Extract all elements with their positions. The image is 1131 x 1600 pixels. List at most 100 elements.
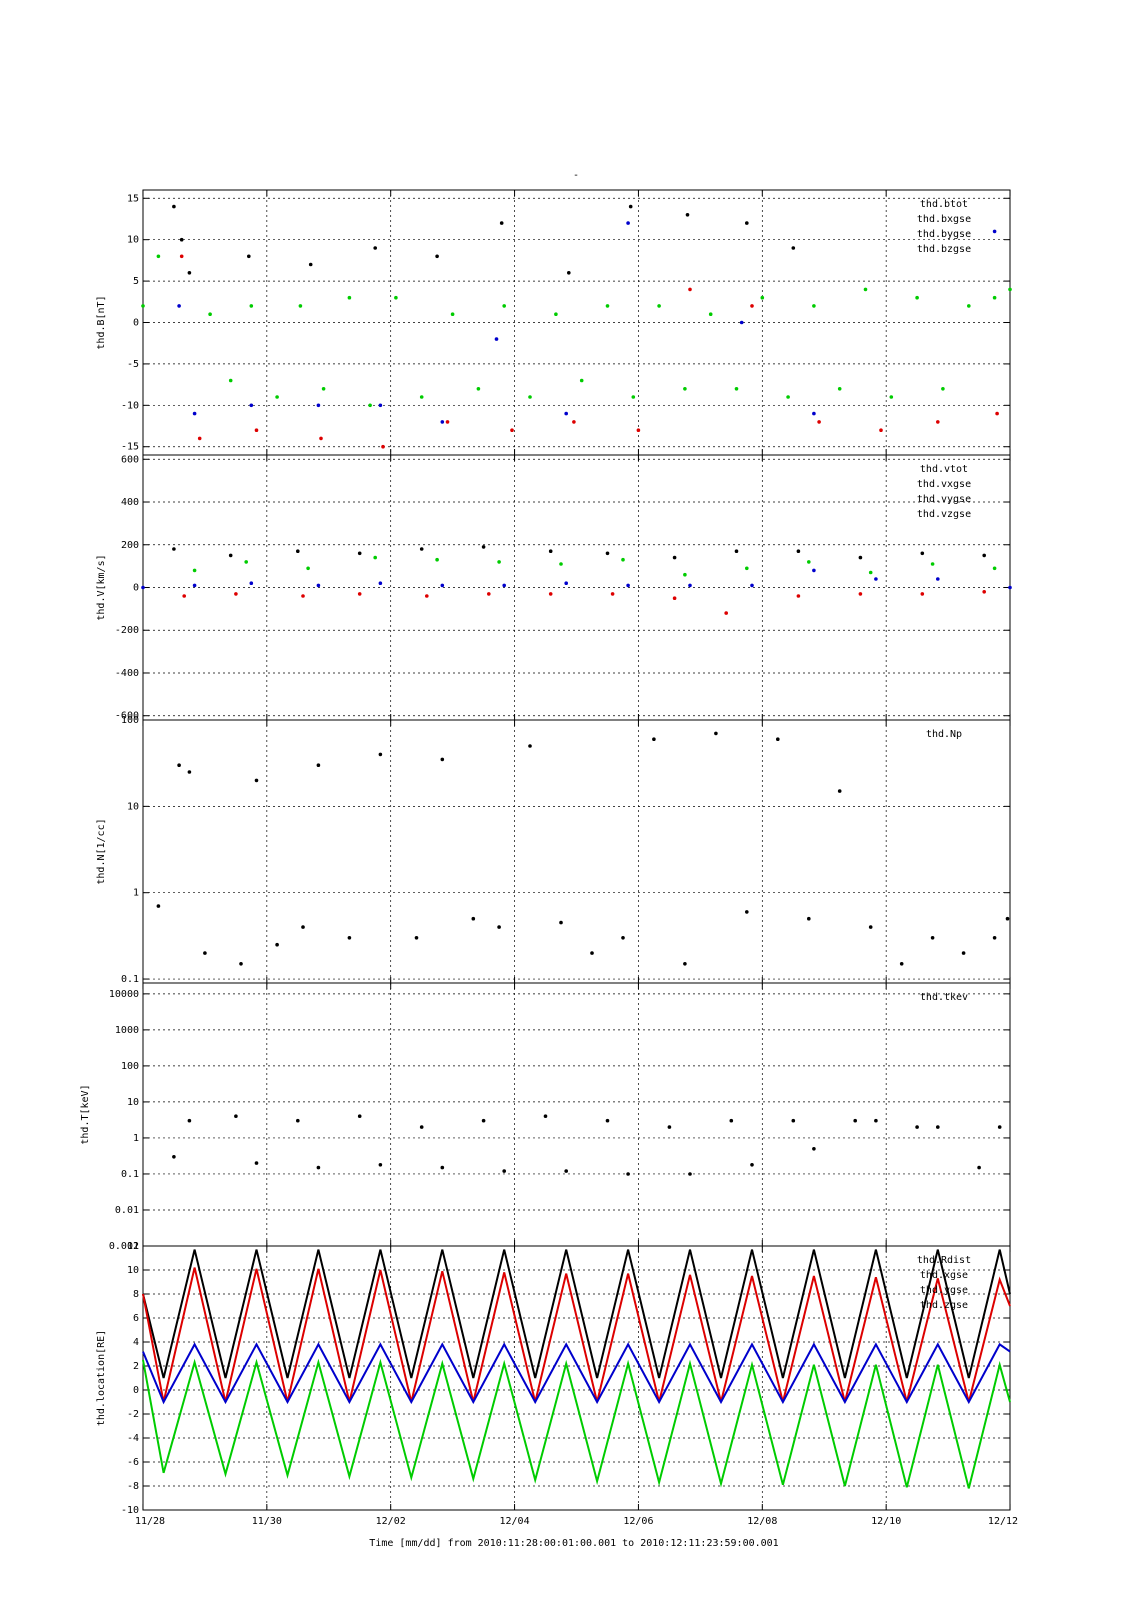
data-point-thd.tkev — [502, 1169, 507, 1173]
legend-entry: thd.tkev — [920, 992, 968, 1003]
data-point-thd.vzgse — [683, 572, 687, 577]
data-point-thd.Np — [930, 936, 935, 940]
data-point-thd.vzgse — [192, 568, 197, 573]
y-tick-label: -6 — [127, 1457, 139, 1468]
y-tick-label: 1000 — [115, 1025, 139, 1036]
figure-title: - — [573, 170, 579, 181]
data-point-thd.btot — [745, 221, 749, 225]
data-point-thd.Np — [745, 910, 749, 914]
y-tick-label: 15 — [127, 193, 139, 204]
data-point-thd.vzgse — [559, 562, 563, 566]
data-point-thd.vtot — [481, 545, 486, 549]
data-point-thd.tkev — [750, 1163, 754, 1167]
data-point-thd.Np — [497, 925, 501, 929]
time-range-label: Time [mm/dd] from 2010:11:28:00:01:00.00… — [369, 1538, 778, 1549]
legend-entry: thd.xgse — [920, 1270, 968, 1281]
panels-group: -15-10-5051015thd.B[nT]thd.btotthd.bxgse… — [80, 189, 1012, 1516]
data-point-thd.bxgse — [197, 436, 202, 441]
data-point-thd.vygse — [502, 583, 507, 588]
y-tick-label: 0.1 — [121, 1169, 139, 1180]
legend-entry: thd.bzgse — [917, 244, 971, 255]
data-point-thd.tkev — [874, 1118, 878, 1123]
data-point-thd.btot — [567, 271, 571, 275]
data-point-thd.vzgse — [497, 560, 501, 564]
data-point-thd.bzgse — [863, 287, 868, 292]
data-point-thd.bygse — [626, 221, 630, 225]
y-tick-label: -10 — [121, 1505, 139, 1516]
data-point-thd.bzgse — [837, 387, 842, 391]
y-tick-label: -400 — [115, 668, 139, 679]
data-point-thd.vygse — [936, 577, 940, 581]
data-point-thd.vxgse — [425, 594, 429, 598]
y-tick-label: -4 — [127, 1433, 139, 1444]
data-point-thd.tkev — [915, 1125, 919, 1129]
x-tick-label: 12/06 — [623, 1516, 653, 1527]
data-point-thd.Np — [471, 916, 476, 921]
y-tick-label: 200 — [121, 540, 139, 551]
data-point-thd.bygse — [316, 403, 321, 408]
data-point-thd.bzgse — [228, 378, 233, 383]
data-point-thd.tkev — [853, 1118, 857, 1123]
data-point-thd.bzgse — [786, 395, 790, 399]
data-point-thd.tkev — [667, 1125, 672, 1129]
legend-entry: thd.vxgse — [917, 479, 971, 490]
data-point-thd.bxgse — [572, 420, 576, 424]
data-point-thd.Np — [275, 942, 279, 947]
data-point-thd.tkev — [605, 1118, 610, 1123]
data-point-thd.bzgse — [941, 387, 945, 391]
data-point-thd.Np — [559, 920, 563, 925]
panel-3: 0.1 1 10 100 thd.N[1/cc] thd.Np — [96, 715, 1011, 985]
legend-entry: thd.btot — [920, 199, 968, 210]
data-point-thd.Np — [414, 936, 419, 940]
data-point-thd.bzgse — [502, 304, 507, 308]
data-point-thd.vxgse — [982, 590, 986, 594]
panel-1: -15 -10 -5 0 5 10 15 thd.B[nT] thd.btot thd.bxgse… — [96, 189, 1012, 456]
data-point-thd.bzgse — [760, 295, 765, 300]
panel-4: 0.001 0.01 0.1 1 10 100 1000 10000 thd.T[keV] thd… — [80, 982, 1011, 1252]
data-point-thd.bzgse — [631, 395, 636, 399]
data-point-thd.tkev — [481, 1118, 486, 1123]
data-point-thd.tkev — [729, 1118, 734, 1123]
x-tick-label: 11/28 — [135, 1516, 165, 1527]
data-point-thd.bzgse — [683, 387, 687, 391]
y-tick-label: 4 — [133, 1337, 139, 1348]
data-point-thd.bxgse — [688, 287, 692, 292]
data-point-thd.btot — [685, 213, 690, 217]
data-point-thd.Np — [621, 936, 625, 940]
data-point-thd.vzgse — [621, 557, 625, 562]
data-point-thd.vtot — [796, 549, 801, 553]
data-point-thd.tkev — [543, 1114, 548, 1118]
data-point-thd.bzgse — [208, 312, 212, 317]
y-tick-label: 0.001 — [109, 1241, 139, 1252]
data-point-thd.Np — [807, 916, 811, 921]
series-line-thd.ygse — [142, 1342, 1011, 1405]
data-point-thd.tkev — [977, 1165, 981, 1170]
data-point-thd.vzgse — [930, 562, 935, 566]
data-point-thd.tkev — [357, 1114, 362, 1118]
data-point-thd.tkev — [316, 1165, 321, 1170]
data-point-thd.bzgse — [249, 304, 254, 308]
data-point-thd.Np — [347, 936, 352, 940]
data-point-thd.Np — [899, 962, 904, 966]
y-tick-label: 10 — [127, 801, 139, 812]
legend-entry: thd.vzgse — [917, 509, 971, 520]
data-point-thd.bxgse — [936, 420, 940, 424]
data-point-thd.vzgse — [992, 566, 997, 571]
data-point-thd.vygse — [626, 583, 630, 588]
x-tick-label: 12/08 — [747, 1516, 777, 1527]
data-point-thd.vxgse — [858, 592, 863, 596]
data-point-thd.btot — [172, 204, 176, 209]
panel-frame — [142, 1245, 1011, 1511]
data-point-thd.btot — [247, 254, 251, 259]
y-axis-label: thd.B[nT] — [96, 295, 107, 349]
data-point-thd.vzgse — [868, 570, 873, 575]
data-point-thd.tkev — [626, 1172, 630, 1176]
y-tick-label: 10000 — [109, 989, 139, 1000]
y-tick-label: 6 — [133, 1313, 139, 1324]
legend-entry: thd.bxgse — [917, 214, 971, 225]
x-tick-label: 12/12 — [988, 1516, 1018, 1527]
data-point-thd.vzgse — [807, 560, 811, 564]
y-tick-label: -15 — [121, 442, 139, 453]
y-tick-label: 10 — [127, 1097, 139, 1108]
